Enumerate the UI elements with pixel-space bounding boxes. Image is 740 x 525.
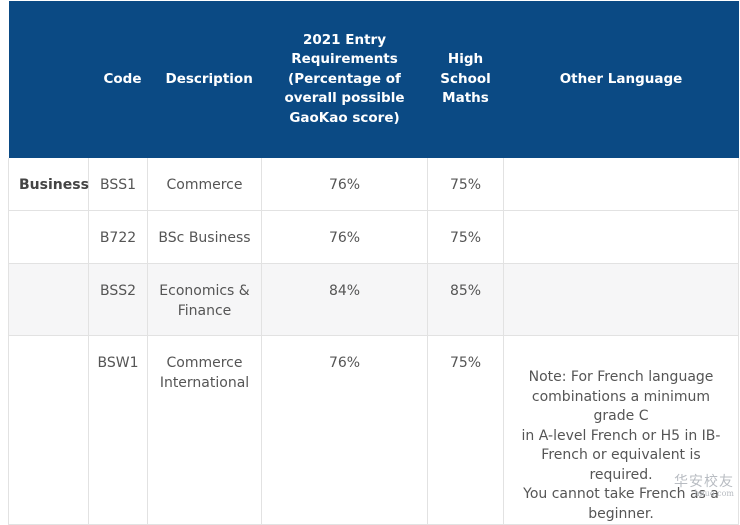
page: Code Description 2021 Entry Requirements… xyxy=(8,1,739,525)
maths-cell: 75% xyxy=(427,210,504,264)
faculty-cell xyxy=(8,263,89,336)
header-maths-line: School xyxy=(440,70,491,87)
entry-requirement-cell: 76% xyxy=(261,335,428,525)
faculty-cell: Business xyxy=(8,158,89,211)
code-cell: BSS1 xyxy=(88,158,148,211)
note-line: combinations a minimum grade C xyxy=(531,388,711,425)
description-cell: BSc Business xyxy=(147,210,262,264)
other-language-cell xyxy=(503,263,739,336)
header-entry-line: (Percentage of xyxy=(288,70,401,87)
table-row: B722 BSc Business 76% 75% xyxy=(8,210,739,264)
table-header-row: Code Description 2021 Entry Requirements… xyxy=(8,1,739,158)
faculty-cell xyxy=(8,335,89,525)
note-line: French or equivalent is required. xyxy=(541,447,701,483)
maths-cell: 75% xyxy=(427,158,504,211)
entry-requirement-cell: 76% xyxy=(261,158,428,211)
maths-cell: 85% xyxy=(427,263,504,336)
entry-requirements-table: Code Description 2021 Entry Requirements… xyxy=(8,1,739,525)
header-faculty xyxy=(8,1,89,158)
description-line: Commerce xyxy=(166,355,243,371)
header-entry-line: overall possible xyxy=(284,90,405,107)
code-cell: BSS2 xyxy=(88,263,148,336)
header-entry-line: 2021 Entry xyxy=(302,31,387,48)
header-entry-requirements: 2021 Entry Requirements (Percentage of o… xyxy=(261,1,428,158)
code-cell: B722 xyxy=(88,210,148,264)
header-description: Description xyxy=(147,1,262,158)
note-line: beginner. xyxy=(588,505,654,522)
description-line: International xyxy=(159,374,250,391)
note-line: Note: For French language xyxy=(528,369,714,385)
header-maths-line: High xyxy=(447,51,484,68)
maths-cell: 75% xyxy=(427,335,504,525)
faculty-cell xyxy=(8,210,89,264)
header-entry-line: Requirements xyxy=(291,51,398,68)
note-line: in A-level French or H5 in IB- xyxy=(521,427,721,444)
watermark-sub: hnuo.com xyxy=(694,489,734,498)
other-language-cell xyxy=(503,210,739,264)
description-line: Economics & xyxy=(159,283,250,299)
description-line: Commerce xyxy=(166,177,243,193)
description-cell: Economics & Finance xyxy=(147,263,262,336)
note-line: You cannot take French as a xyxy=(523,486,719,502)
header-entry-line: GaoKao score) xyxy=(289,109,400,126)
table-row: Business BSS1 Commerce 76% 75% xyxy=(8,158,739,211)
description-line: BSc Business xyxy=(158,230,251,246)
watermark-main: 华安校友 xyxy=(674,474,734,490)
table-row: BSS2 Economics & Finance 84% 85% xyxy=(8,263,739,336)
header-maths-line: Maths xyxy=(442,90,489,107)
table-row: BSW1 Commerce International 76% 75% Note… xyxy=(8,335,739,525)
entry-requirement-cell: 84% xyxy=(261,263,428,336)
description-cell: Commerce International xyxy=(147,335,262,525)
other-language-cell xyxy=(503,158,739,211)
code-cell: BSW1 xyxy=(88,335,148,525)
description-cell: Commerce xyxy=(147,158,262,211)
watermark: 华安校友 hnuo.com xyxy=(674,471,734,498)
entry-requirement-cell: 76% xyxy=(261,210,428,264)
description-line: Finance xyxy=(177,302,232,319)
header-high-school-maths: High School Maths xyxy=(427,1,504,158)
other-language-note: Note: For French language combinations a… xyxy=(503,335,739,525)
header-other-language: Other Language xyxy=(503,1,739,158)
header-code: Code xyxy=(88,1,148,158)
